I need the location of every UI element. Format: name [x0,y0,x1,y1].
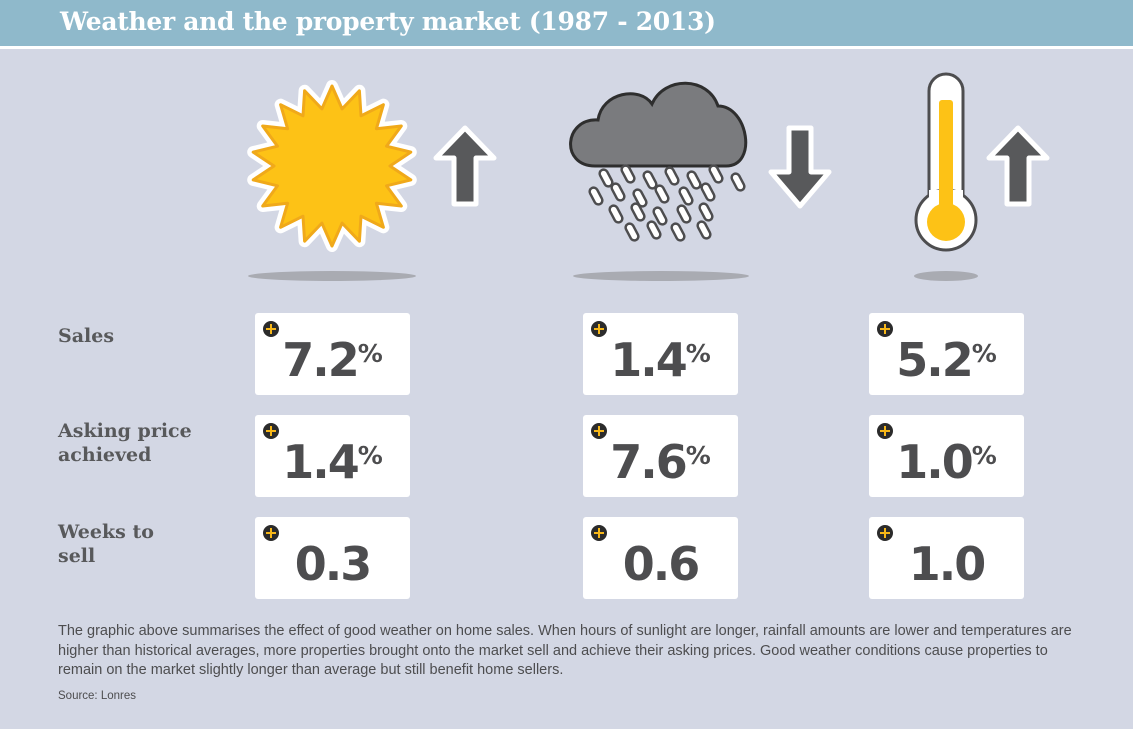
sun-icon [247,80,417,252]
rain-drop [696,220,712,240]
plus-icon [263,423,279,439]
value-card: 7.6% [583,415,738,497]
thermometer-shadow [914,271,978,281]
value-card: 5.2% [869,313,1024,395]
plus-icon [877,525,893,541]
value-unit: % [971,339,997,368]
rain-drop [670,222,686,242]
rain-drop [632,188,648,208]
value-card: 1.0% [869,415,1024,497]
rain-drop [708,164,724,184]
rain-drop [698,202,714,222]
rain-drop [588,186,604,206]
rain-drop [598,168,614,188]
plus-icon [877,321,893,337]
plus-icon [263,525,279,541]
value-unit: % [685,441,711,470]
value-number: 7.6 [610,435,687,489]
rain-drop [642,170,658,190]
value-card: 1.0 [869,517,1024,599]
plus-icon [591,423,607,439]
row-label-sales: Sales [58,325,115,347]
value-card: 7.2% [255,313,410,395]
rain-drop [686,170,702,190]
value-number: 1.4 [282,435,359,489]
row-label-asking-price: Asking price achieved [58,420,192,466]
value-card: 1.4% [255,415,410,497]
rain-cloud-icon [569,81,748,242]
rain-drop [664,166,680,186]
plus-icon [877,423,893,439]
value-unit: % [357,339,383,368]
row-label-weeks-to-sell: Weeks to sell [58,521,154,567]
value-number: 0.6 [622,537,700,591]
value-unit: % [685,339,711,368]
value-unit: % [971,441,997,470]
down-arrow-icon [768,125,832,209]
up-arrow-icon [986,125,1050,207]
weather-illustrations [247,72,1050,281]
value-number: 5.2 [896,333,973,387]
caption-text: The graphic above summarises the effect … [58,623,1072,678]
rain-drop [630,202,646,222]
rain-drop [646,220,662,240]
cloud-shadow [573,271,749,281]
rain-drop [620,164,636,184]
value-number: 0.3 [294,537,372,591]
rain-drop [652,206,668,226]
rain-drop [608,204,624,224]
rain-drop [700,182,716,202]
plus-icon [591,525,607,541]
source-note: Source: Lonres [58,690,136,702]
thermometer-icon [914,72,978,252]
value-number: 1.0 [896,435,973,489]
value-number: 1.0 [908,537,986,591]
rain-drop [678,186,694,206]
value-card: 1.4% [583,313,738,395]
rain-drop [730,172,746,192]
value-card: 0.6 [583,517,738,599]
value-number: 7.2 [282,333,359,387]
page-title: Weather and the property market (1987 - … [60,7,716,36]
plus-icon [591,321,607,337]
rain-drop [676,204,692,224]
rain-drop [610,182,626,202]
rain-drop [654,184,670,204]
sun-shadow [248,271,416,281]
title-bar: Weather and the property market (1987 - … [0,0,1133,49]
value-card: 0.3 [255,517,410,599]
plus-icon [263,321,279,337]
rain-drop [624,222,640,242]
value-unit: % [357,441,383,470]
value-number: 1.4 [610,333,687,387]
up-arrow-icon [433,125,497,207]
